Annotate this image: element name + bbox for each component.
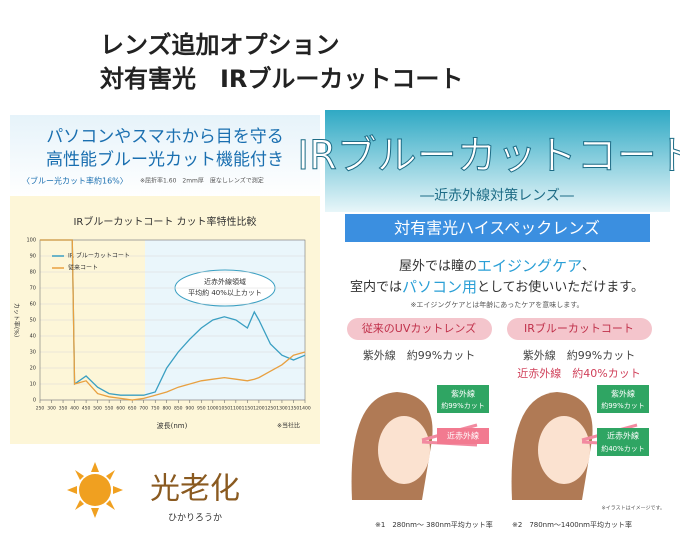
footnote: ※1 280nm〜 380nm平均カット率 [375,520,493,529]
left-top [10,115,320,197]
bubble-text: 近赤外線 [607,431,639,441]
lead-line1: 屋外では瞳のエイジングケア、 [399,257,595,275]
x-label: 波長(nm) [157,421,188,430]
x-tick-label: 250 [36,406,45,412]
card-title: 従来のUVカットレンズ [362,321,476,335]
x-tick-label: 650 [128,406,137,412]
x-tick-label: 600 [116,406,125,412]
card-header [507,318,652,340]
card-header [347,318,492,340]
headline1: パソコンやスマホから目を守る [46,127,284,147]
card-row: 近赤外線 約40%カット [517,366,640,380]
card-title: IRブルーカットコート [524,321,634,335]
annotation: 近赤外線領域 [204,277,246,286]
y-tick-label: 100 [26,238,36,244]
y-tick-label: 50 [30,318,36,324]
logo-sun [67,462,123,518]
bubble-text: 約40%カット [601,444,645,453]
illust-note: ※イラストはイメージです。 [602,506,666,512]
lead-note: ※エイジングケアとは年齢にあったケアを意味します。 [410,300,583,309]
right-title: IRブルーカットコート [297,133,680,179]
header-line2: 対有害光 IRブルーカットコート [100,65,463,93]
x-tick-label: 700 [139,406,148,412]
right-top [325,110,670,212]
annotation: 平均約 40%以上カット [188,288,262,297]
bubble-text: 約99%カット [601,401,645,410]
y-label: カット率(%) [13,303,21,337]
x-tick-label: 550 [105,406,114,412]
x-tick-label: 1250 [265,406,277,412]
logo-title: 光老化 [150,472,240,507]
y-tick-label: 10 [30,382,36,388]
bubble-text: 近赤外線 [447,431,479,441]
x-tick-label: 1300 [276,406,288,412]
legend-label: 従来コート [68,264,98,272]
y-tick-label: 90 [30,254,36,260]
x-tick-label: 350 [59,406,68,412]
x-tick-label: 950 [197,406,206,412]
card-row: 紫外線 約99%カット [363,348,475,362]
y-tick-label: 0 [33,398,36,404]
card-row: 紫外線 約99%カット [523,348,635,362]
bubble [597,385,649,413]
banner-text: 対有害光ハイスペックレンズ [394,219,600,238]
y-tick-label: 60 [30,302,36,308]
y-tick-label: 70 [30,286,36,292]
bubble [437,385,489,413]
x-tick-label: 1000 [207,406,219,412]
x-tick-label: 800 [162,406,171,412]
face [538,416,590,484]
headline2: 高性能ブルー光カット機能付き [46,149,284,170]
logo-reading: ひかりろうか [168,513,222,524]
x-tick-label: 850 [174,406,183,412]
measure-note: ※屈折率1.60 2mm厚 度なしレンズで測定 [140,177,264,185]
bubble [597,428,649,456]
x-tick-label: 900 [185,406,194,412]
bubble-text: 紫外線 [611,389,635,399]
legend-label: IR ブルーカットコート [68,252,130,260]
x-tick-label: 1200 [253,406,265,412]
footnote: ※2 780nm〜1400nm平均カット率 [512,520,632,529]
x-tick-label: 500 [93,406,102,412]
bubble-text: 約99%カット [441,401,485,410]
banner [345,214,650,242]
chart-note: ※当社比 [277,422,300,430]
right-subtitle: ―近赤外線対策レンズ― [420,187,574,204]
y-tick-label: 20 [30,366,36,372]
bubble [437,428,489,444]
chart-title: IRブルーカットコート カット率特性比較 [73,215,256,228]
x-tick-label: 1050 [219,406,231,412]
x-tick-label: 300 [47,406,56,412]
y-tick-label: 40 [30,334,36,340]
bubble-text: 紫外線 [451,389,475,399]
x-tick-label: 1350 [288,406,300,412]
x-tick-label: 1150 [242,406,254,412]
face [378,416,430,484]
lead-line2: 室内ではパソコン用としてお使いいただけます。 [350,278,644,296]
x-tick-label: 1100 [230,406,242,412]
x-tick-label: 750 [151,406,160,412]
header-line1: レンズ追加オプション [100,31,340,59]
x-tick-label: 450 [82,406,91,412]
y-tick-label: 80 [30,270,36,276]
series-line [40,239,306,396]
y-tick-label: 30 [30,350,36,356]
plot-frame [39,239,306,401]
series-line [40,239,306,401]
rate: 〈ブルー光カット率約16%〉 [22,176,128,186]
x-tick-label: 1400 [299,406,311,412]
x-tick-label: 400 [70,406,79,412]
